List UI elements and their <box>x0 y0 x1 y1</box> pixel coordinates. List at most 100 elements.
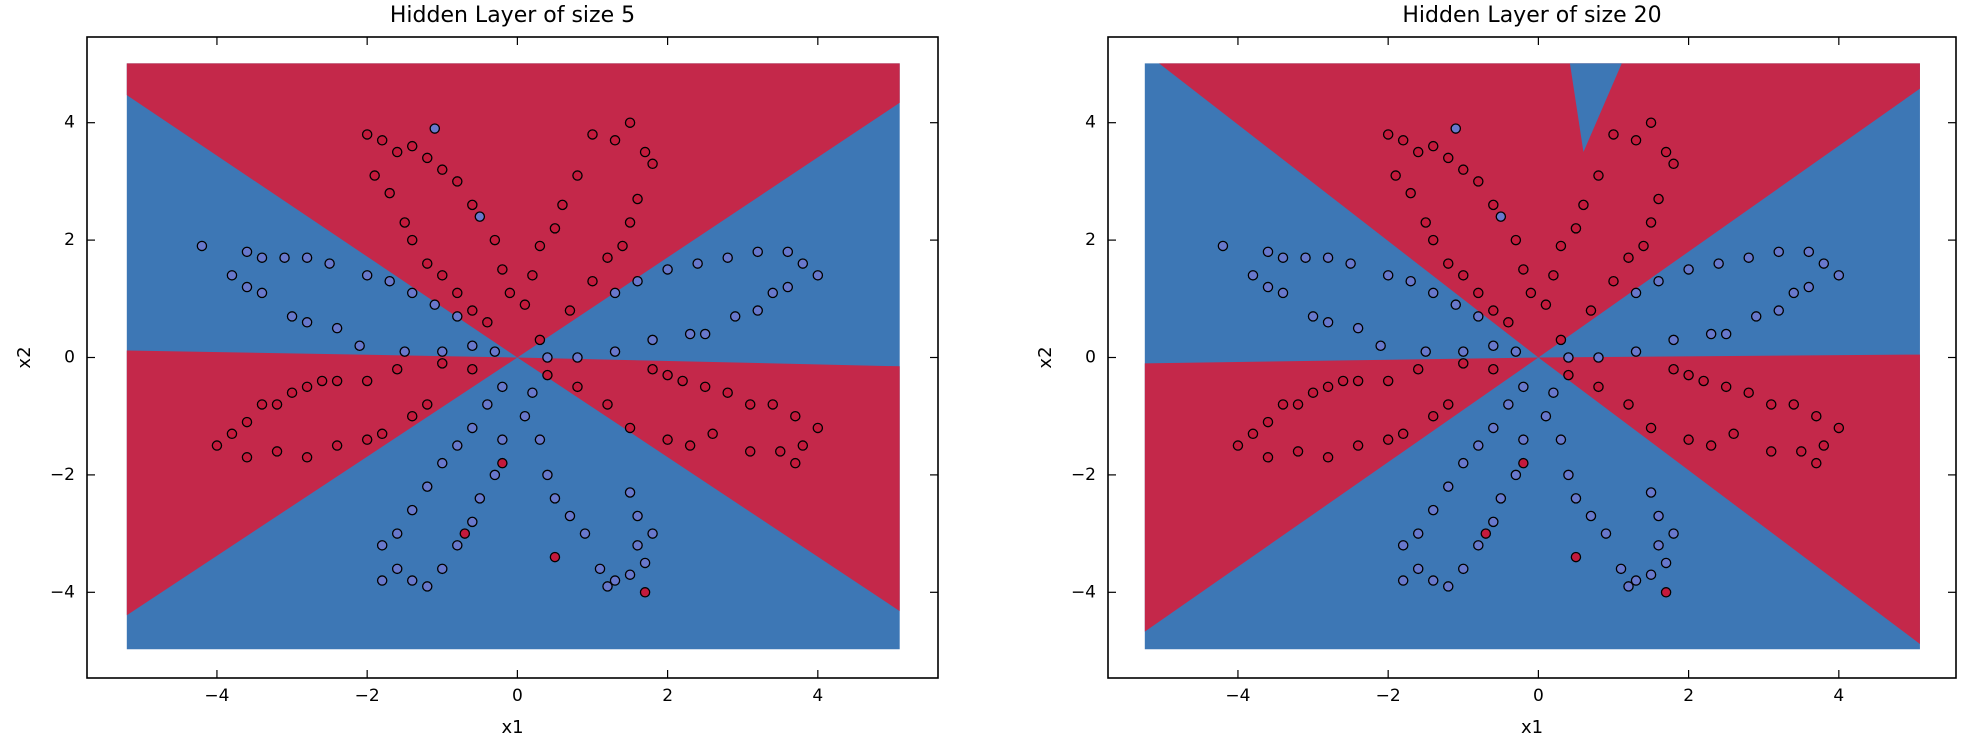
point <box>572 352 583 363</box>
point <box>226 270 238 281</box>
point <box>1645 487 1657 498</box>
point <box>542 469 553 481</box>
point <box>1638 240 1649 252</box>
subplot: −4 −2 0 2 4 −4 −2 0 2 4 Hidden Layer of size 20 x1 x… <box>1035 3 1957 738</box>
point <box>1390 170 1401 181</box>
point <box>1833 270 1845 281</box>
point <box>331 440 343 451</box>
point <box>1585 510 1597 522</box>
point <box>1503 317 1514 328</box>
point <box>1443 258 1454 269</box>
point <box>624 487 636 498</box>
point <box>1555 334 1567 346</box>
point <box>1818 440 1830 451</box>
point <box>647 528 658 539</box>
point <box>376 428 388 440</box>
point <box>609 346 621 357</box>
point <box>684 440 696 451</box>
point <box>609 287 621 299</box>
point <box>1450 123 1462 134</box>
point <box>632 540 643 551</box>
point <box>1443 152 1454 164</box>
x-tick-label: 2 <box>1683 686 1694 706</box>
point <box>1563 369 1574 381</box>
point <box>376 540 388 551</box>
point <box>1653 540 1664 551</box>
point <box>542 352 553 363</box>
point <box>391 563 403 575</box>
point <box>406 504 418 516</box>
x-tick-label: −4 <box>204 686 229 706</box>
point <box>1645 217 1657 228</box>
chart-title: Hidden Layer of size 20 <box>1402 3 1661 28</box>
point <box>1623 399 1634 410</box>
point <box>1405 275 1416 287</box>
point <box>406 575 418 586</box>
point <box>1668 363 1679 375</box>
point <box>429 123 441 134</box>
point <box>729 311 741 322</box>
point <box>1653 510 1664 522</box>
point <box>662 434 673 445</box>
point <box>1750 311 1762 322</box>
point <box>497 434 508 445</box>
point <box>1495 211 1507 222</box>
point <box>1660 587 1672 598</box>
point <box>1510 469 1522 481</box>
point <box>1645 569 1657 580</box>
point <box>1555 434 1567 445</box>
point <box>1473 176 1484 187</box>
point <box>1420 346 1431 357</box>
point <box>527 270 538 281</box>
y-tick-label: 4 <box>64 113 75 133</box>
point <box>790 410 801 422</box>
point <box>421 481 433 492</box>
point <box>452 540 463 551</box>
point <box>1600 528 1612 539</box>
decision-region <box>1569 63 1622 153</box>
point <box>1427 234 1439 246</box>
point <box>1803 246 1815 258</box>
point <box>1570 223 1582 234</box>
point <box>1765 446 1777 457</box>
point <box>1570 551 1582 563</box>
point <box>1488 305 1499 316</box>
point <box>1525 287 1537 299</box>
point <box>361 375 373 387</box>
point <box>437 563 448 575</box>
point <box>1773 305 1784 316</box>
point <box>744 446 756 457</box>
point <box>1458 358 1469 369</box>
point <box>241 246 253 258</box>
point <box>1630 575 1642 586</box>
point <box>534 334 546 346</box>
point <box>1773 246 1784 258</box>
point <box>1578 199 1589 211</box>
point <box>1322 381 1334 393</box>
point <box>504 287 516 299</box>
y-tick-label: −2 <box>50 465 75 485</box>
point <box>1518 457 1529 469</box>
point <box>331 322 343 334</box>
point <box>519 410 531 422</box>
point <box>316 375 328 387</box>
point <box>286 311 298 322</box>
point <box>579 528 591 539</box>
decision-region <box>517 357 900 612</box>
point <box>1300 252 1311 263</box>
point <box>384 275 395 287</box>
point <box>1630 346 1642 357</box>
point <box>1615 563 1627 575</box>
point <box>1720 381 1732 393</box>
point <box>534 434 546 445</box>
point <box>1518 434 1529 445</box>
point <box>1382 270 1394 281</box>
point <box>1473 287 1484 299</box>
point <box>549 493 561 504</box>
point <box>1503 399 1514 410</box>
point <box>572 381 583 393</box>
point <box>497 381 508 393</box>
point <box>602 581 613 592</box>
point <box>609 575 621 586</box>
